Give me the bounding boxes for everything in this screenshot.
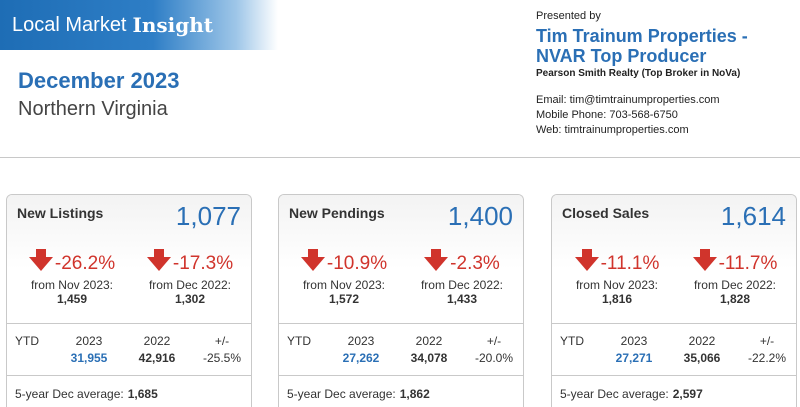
ytd-label: YTD: [287, 334, 311, 348]
mom-from-label: from Nov 2023:: [575, 278, 659, 292]
report-month: December 2023: [18, 68, 180, 93]
ytd-2023-value: 27,262: [342, 351, 380, 365]
email-line: Email: tim@timtrainumproperties.com: [536, 94, 720, 106]
ytd-year1-header: 2023: [75, 334, 103, 348]
card-divider: [7, 375, 251, 376]
mom-pct: -10.9%: [326, 253, 388, 274]
card-label: New Pendings: [289, 205, 385, 221]
ytd-label: YTD: [15, 334, 39, 348]
down-arrow-icon: [574, 249, 599, 271]
yoy-prev-value: 1,433: [446, 292, 478, 306]
five-year-average: 5-year Dec average: 1,862: [287, 387, 430, 401]
banner-title-emphasis: Insight: [132, 13, 214, 37]
card-divider: [7, 323, 251, 324]
card-total: 1,614: [720, 201, 786, 231]
stat-card-new-listings: New Listings 1,077 -26.2% from Nov 2023:…: [6, 194, 252, 407]
month-over-month: -11.1% from Nov 2023: 1,816: [558, 249, 676, 306]
card-divider: [552, 323, 796, 324]
mom-pct: -26.2%: [54, 253, 116, 274]
report-region: Northern Virginia: [18, 98, 168, 120]
ytd-year1-header: 2023: [620, 334, 648, 348]
avg-label: 5-year Dec average:: [287, 387, 396, 401]
five-year-average: 5-year Dec average: 2,597: [560, 387, 703, 401]
month-over-month: -26.2% from Nov 2023: 1,459: [13, 249, 131, 306]
avg-value: 1,862: [399, 387, 430, 401]
card-label: New Listings: [17, 205, 104, 221]
card-divider: [552, 375, 796, 376]
agent-name-line1: Tim Trainum Properties -: [536, 26, 748, 46]
down-arrow-icon: [28, 249, 53, 271]
ytd-2023-value: 31,955: [70, 351, 108, 365]
yoy-pct: -11.7%: [718, 253, 778, 274]
avg-value: 1,685: [127, 387, 158, 401]
ytd-row: YTD 2023 27,262 2022 34,078 +/- -20.0%: [279, 331, 523, 371]
card-label: Closed Sales: [562, 205, 650, 221]
ytd-year1-header: 2023: [347, 334, 375, 348]
yoy-prev-value: 1,302: [174, 292, 206, 306]
presenter-block: Presented by Tim Trainum Properties - NV…: [536, 10, 796, 138]
ytd-diff-value: -20.0%: [474, 351, 514, 365]
ytd-diff-header: +/-: [214, 334, 230, 348]
ytd-row: YTD 2023 31,955 2022 42,916 +/- -25.5%: [7, 331, 251, 371]
down-arrow-icon: [692, 249, 717, 271]
presented-by-label: Presented by: [536, 10, 601, 22]
card-divider: [279, 375, 523, 376]
header-divider: [0, 157, 800, 158]
ytd-diff-header: +/-: [759, 334, 775, 348]
ytd-year2-header: 2022: [688, 334, 716, 348]
header-banner: Local Market Insight: [0, 0, 278, 50]
web-line: Web: timtrainumproperties.com: [536, 124, 689, 136]
avg-label: 5-year Dec average:: [560, 387, 669, 401]
firm-name: Pearson Smith Realty (Top Broker in NoVa…: [536, 68, 741, 79]
ytd-diff-value: -22.2%: [747, 351, 787, 365]
year-over-year: -11.7% from Dec 2022: 1,828: [676, 249, 794, 306]
stat-card-closed-sales: Closed Sales 1,614 -11.1% from Nov 2023:…: [551, 194, 797, 407]
avg-label: 5-year Dec average:: [15, 387, 124, 401]
ytd-2022-value: 35,066: [683, 351, 721, 365]
contact-info: Email: tim@timtrainumproperties.com Mobi…: [536, 93, 796, 138]
down-arrow-icon: [300, 249, 325, 271]
mom-prev-value: 1,459: [56, 292, 88, 306]
ytd-year2-header: 2022: [143, 334, 171, 348]
banner-title: Local Market: [12, 13, 127, 36]
yoy-prev-value: 1,828: [719, 292, 751, 306]
agent-name-line2: NVAR Top Producer: [536, 46, 707, 66]
ytd-row: YTD 2023 27,271 2022 35,066 +/- -22.2%: [552, 331, 796, 371]
yoy-from-label: from Dec 2022:: [148, 278, 232, 292]
five-year-average: 5-year Dec average: 1,685: [15, 387, 158, 401]
down-arrow-icon: [424, 249, 449, 271]
phone-line: Mobile Phone: 703-568-6750: [536, 109, 678, 121]
down-arrow-icon: [146, 249, 171, 271]
yoy-from-label: from Dec 2022:: [693, 278, 777, 292]
card-total: 1,400: [447, 201, 513, 231]
card-divider: [279, 323, 523, 324]
mom-from-label: from Nov 2023:: [30, 278, 114, 292]
ytd-2023-value: 27,271: [615, 351, 653, 365]
mom-pct: -11.1%: [600, 253, 660, 274]
card-total: 1,077: [175, 201, 241, 231]
ytd-diff-value: -25.5%: [202, 351, 242, 365]
year-over-year: -17.3% from Dec 2022: 1,302: [131, 249, 249, 306]
ytd-diff-header: +/-: [486, 334, 502, 348]
yoy-pct: -2.3%: [450, 253, 500, 274]
ytd-label: YTD: [560, 334, 584, 348]
year-over-year: -2.3% from Dec 2022: 1,433: [403, 249, 521, 306]
agent-name: Tim Trainum Properties - NVAR Top Produc…: [536, 26, 796, 66]
ytd-year2-header: 2022: [415, 334, 443, 348]
ytd-2022-value: 34,078: [410, 351, 448, 365]
yoy-pct: -17.3%: [172, 253, 234, 274]
yoy-from-label: from Dec 2022:: [420, 278, 504, 292]
mom-prev-value: 1,572: [328, 292, 360, 306]
stat-card-new-pendings: New Pendings 1,400 -10.9% from Nov 2023:…: [278, 194, 524, 407]
mom-prev-value: 1,816: [601, 292, 633, 306]
mom-from-label: from Nov 2023:: [302, 278, 386, 292]
month-over-month: -10.9% from Nov 2023: 1,572: [285, 249, 403, 306]
ytd-2022-value: 42,916: [138, 351, 176, 365]
avg-value: 2,597: [672, 387, 703, 401]
